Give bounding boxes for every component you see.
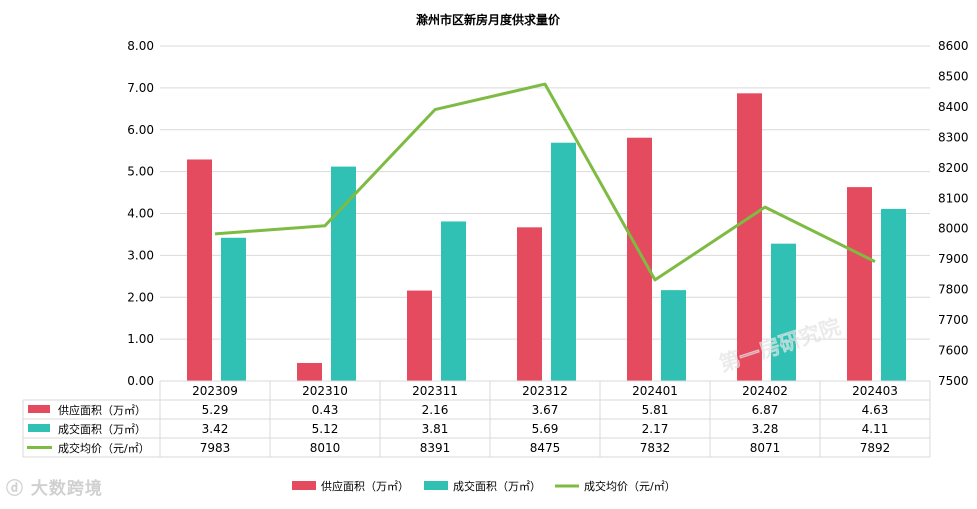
table-legend-key (28, 405, 50, 413)
table-cell-value: 8010 (310, 441, 341, 455)
deal-bar (331, 166, 356, 381)
deal-bar (771, 243, 796, 381)
table-cell-value: 8475 (530, 441, 561, 455)
bottom-watermark: ⓓ 大数跨境 (6, 474, 103, 499)
category-label: 202309 (192, 384, 238, 398)
category-label: 202403 (852, 384, 898, 398)
table-cell-value: 7832 (640, 441, 671, 455)
table-cell-value: 4.11 (862, 422, 889, 436)
table-cell-value: 5.29 (202, 403, 229, 417)
deal-bar (661, 290, 686, 381)
table-cell-value: 5.69 (532, 422, 559, 436)
y-right-tick-label: 8500 (938, 69, 969, 83)
chart-title: 滁州市区新房月度供求量价 (416, 12, 561, 27)
y-left-tick-label: 7.00 (127, 81, 154, 95)
y-right-tick-label: 7500 (938, 374, 969, 388)
y-right-tick-label: 8400 (938, 100, 969, 114)
table-series-name: 成交面积（万㎡） (58, 422, 146, 436)
table-cell-value: 2.16 (422, 403, 449, 417)
y-right-tick-label: 8100 (938, 191, 969, 205)
y-left-tick-label: 2.00 (127, 290, 154, 304)
table-cell-value: 3.67 (532, 403, 559, 417)
table-legend-key (28, 424, 50, 432)
table-cell-value: 8391 (420, 441, 451, 455)
y-right-tick-label: 8000 (938, 222, 969, 236)
table-cell-value: 0.43 (312, 403, 339, 417)
y-right-tick-label: 8300 (938, 130, 969, 144)
price-line (214, 82, 876, 282)
legend-swatch (424, 481, 448, 490)
category-label: 202310 (302, 384, 348, 398)
table-cell-value: 4.63 (862, 403, 889, 417)
supply-bar (187, 159, 212, 381)
category-label: 202311 (412, 384, 458, 398)
y-left-tick-label: 0.00 (127, 374, 154, 388)
table-cell-value: 7983 (200, 441, 231, 455)
supply-bar (737, 93, 762, 381)
table-cell-value: 5.81 (642, 403, 669, 417)
bottom-watermark-icon: ⓓ (6, 479, 24, 499)
table-cell-value: 3.28 (752, 422, 779, 436)
table-cell-value: 3.42 (202, 422, 229, 436)
category-label: 202312 (522, 384, 568, 398)
category-label: 202401 (632, 384, 678, 398)
table-series-name: 成交均价（元/㎡） (58, 441, 150, 455)
y-right-tick-label: 7800 (938, 283, 969, 297)
y-left-tick-label: 8.00 (127, 39, 154, 53)
table-series-name: 供应面积（万㎡） (58, 403, 146, 417)
y-left-tick-label: 6.00 (127, 123, 154, 137)
supply-bar (847, 187, 872, 381)
table-cell-value: 2.17 (642, 422, 669, 436)
y-left-tick-label: 4.00 (127, 207, 154, 221)
category-label: 202402 (742, 384, 788, 398)
deal-bar (551, 142, 576, 381)
supply-bar (517, 227, 542, 381)
deal-bar (221, 237, 246, 381)
y-right-tick-label: 7600 (938, 344, 969, 358)
legend-label: 成交均价（元/㎡） (584, 479, 676, 493)
y-left-tick-label: 5.00 (127, 165, 154, 179)
y-right-tick-label: 8200 (938, 161, 969, 175)
legend-swatch (292, 481, 316, 490)
deal-bar (441, 221, 466, 381)
supply-bar (407, 290, 432, 381)
bottom-watermark-text: 大数跨境 (30, 479, 103, 499)
y-right-tick-label: 7900 (938, 252, 969, 266)
y-left-tick-label: 3.00 (127, 248, 154, 262)
table-cell-value: 7892 (860, 441, 891, 455)
supply-bar (627, 137, 652, 381)
table-cell-value: 3.81 (422, 422, 449, 436)
y-left-tick-label: 1.00 (127, 332, 154, 346)
table-cell-value: 5.12 (312, 422, 339, 436)
table-cell-value: 6.87 (752, 403, 779, 417)
y-right-tick-label: 7700 (938, 313, 969, 327)
legend-label: 成交面积（万㎡） (453, 479, 541, 493)
legend-label: 供应面积（万㎡） (321, 479, 409, 493)
deal-bar (881, 208, 906, 381)
y-right-tick-label: 8600 (938, 39, 969, 53)
supply-bar (297, 362, 322, 381)
table-cell-value: 8071 (750, 441, 781, 455)
